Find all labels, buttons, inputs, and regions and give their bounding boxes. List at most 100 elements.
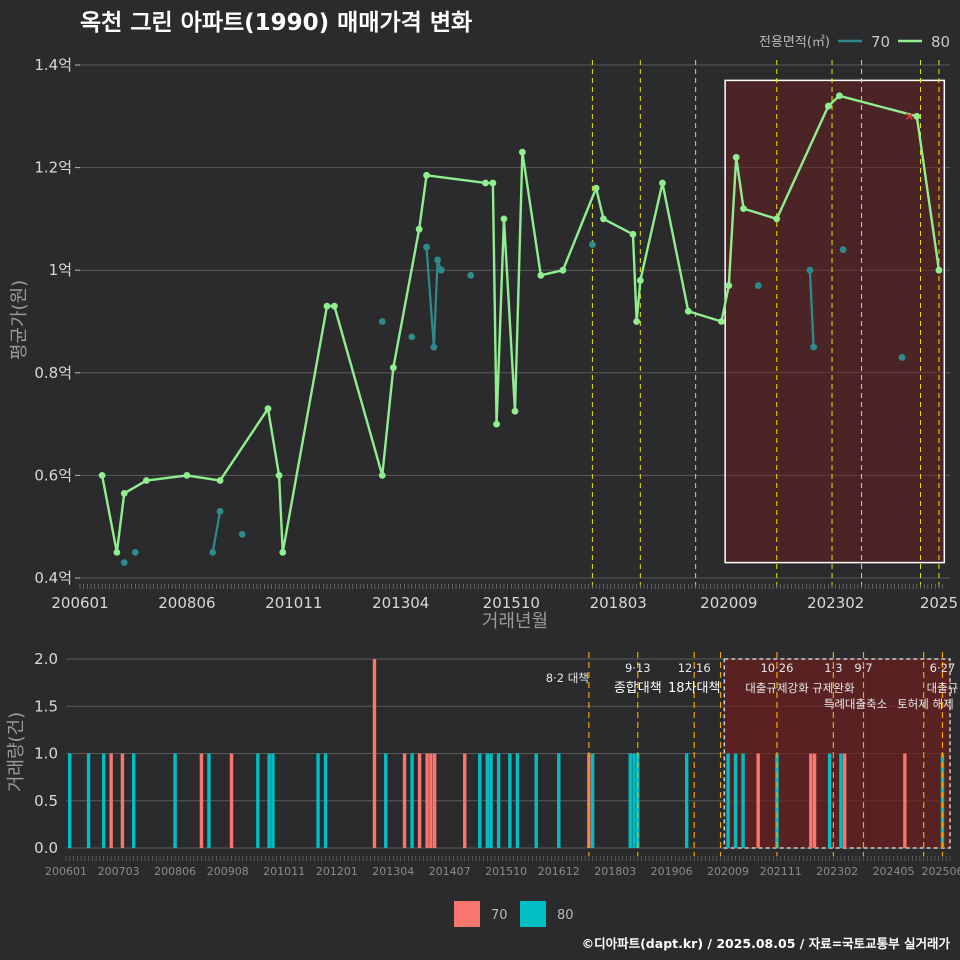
bar-70 xyxy=(425,753,429,848)
bar-70 xyxy=(812,753,817,848)
x-tick-label: 200806 xyxy=(154,865,196,878)
bar-80 xyxy=(636,753,640,848)
series-80-point xyxy=(913,112,921,120)
bar-80 xyxy=(271,753,275,848)
bar-80 xyxy=(534,753,538,848)
policy-annotation: 대출규제강화 xyxy=(745,681,809,695)
x-tick-label: 202009 xyxy=(700,594,757,612)
highlight-period-box xyxy=(723,658,951,849)
series-70-segment xyxy=(211,511,222,553)
series-80-point xyxy=(330,302,338,310)
bar-80 xyxy=(256,753,260,848)
series-80-point xyxy=(489,179,497,187)
chart-title: 옥천 그린 아파트(1990) 매매가격 변화 xyxy=(80,10,472,36)
series-80-point xyxy=(264,405,272,413)
bar-80 xyxy=(478,753,482,848)
x-tick-label: 202506 xyxy=(921,865,960,878)
series-70-segment xyxy=(432,259,439,348)
policy-annotation: 특례대출축소 xyxy=(824,697,887,711)
y-tick-label: 1.0 xyxy=(34,745,58,763)
series-70-point xyxy=(216,507,224,515)
legend-label-80: 80 xyxy=(557,908,574,923)
bar-70 xyxy=(756,753,760,848)
policy-annotation: 12·16 xyxy=(678,661,711,675)
x-tick-label: 200908 xyxy=(207,865,249,878)
series-70-point xyxy=(423,243,430,251)
y-tick-label: 1.2억 xyxy=(34,159,72,177)
bar-70 xyxy=(463,753,467,848)
y-axis-title: 평균가(원) xyxy=(9,280,30,360)
bar-80 xyxy=(508,753,512,848)
x-tick-label: 201304 xyxy=(372,594,429,612)
x-tick-label: 201011 xyxy=(263,865,305,878)
series-70-point xyxy=(408,333,416,341)
price-chart-panel: 0.4억 0.6억 0.8억 1억 1.2억 1.4억 200601 200806 201011… xyxy=(9,33,958,632)
series-80-point xyxy=(216,477,224,484)
bar-80 xyxy=(590,753,595,848)
policy-annotation: 1·3 xyxy=(824,661,842,675)
series-70-point xyxy=(806,266,814,274)
bar-80 xyxy=(489,753,493,848)
policy-annotation: 10·26 xyxy=(760,661,793,675)
series-80-point xyxy=(935,266,943,274)
bar-70 xyxy=(372,659,377,848)
volume-chart-panel: 0.0 0.5 1.0 1.5 2.0 8·2 대책 9·13 종합대책 12·16 18차대책 1… xyxy=(6,650,960,927)
x-tick-label: 200601 xyxy=(45,865,87,878)
y-tick-label: 0.0 xyxy=(34,839,58,857)
series-70-point xyxy=(131,548,139,556)
series-80-point xyxy=(423,171,430,179)
highlight-period-box xyxy=(724,79,946,564)
bar-80 xyxy=(410,753,414,848)
bar-80 xyxy=(733,753,738,848)
series-70-segment xyxy=(808,270,815,348)
x-tick-label: 201011 xyxy=(265,594,322,612)
bar-80 xyxy=(839,753,843,848)
bar-80 xyxy=(684,753,689,848)
series-80-point xyxy=(378,472,386,479)
policy-annotation: 토허제 해제 xyxy=(897,697,954,711)
bar-70 xyxy=(587,753,591,848)
series-80-point xyxy=(183,472,191,479)
series-80-point xyxy=(559,266,567,274)
series-80-point xyxy=(511,407,519,415)
legend-label-70: 70 xyxy=(491,908,508,923)
x-tick-label: 201906 xyxy=(651,865,693,878)
bar-80 xyxy=(940,753,945,848)
series-70-segment xyxy=(425,247,435,348)
series-80-point xyxy=(836,92,843,100)
y-tick-label: 0.5 xyxy=(34,792,58,810)
series-80-point xyxy=(725,282,733,289)
bar-70 xyxy=(429,753,433,848)
x-tick-label: 202405 xyxy=(873,865,915,878)
bar-80 xyxy=(741,753,745,848)
y-tick-label: 0.4억 xyxy=(34,569,72,587)
series-80-point xyxy=(659,179,666,187)
policy-annotation: 6·27 xyxy=(930,661,956,675)
y-tick-label: 1억 xyxy=(49,261,72,279)
y-tick-label: 0.6억 xyxy=(34,466,72,484)
series-80-point xyxy=(518,148,526,156)
bar-80 xyxy=(323,753,328,848)
policy-annotation: 종합대책 xyxy=(614,681,662,696)
legend-label-70: 70 xyxy=(871,33,890,51)
bar-70 xyxy=(229,753,234,848)
x-tick-label: 201201 xyxy=(316,865,358,878)
policy-annotation: 규제완화 xyxy=(812,681,855,695)
bar-70 xyxy=(109,753,113,848)
x-axis-title: 거래년월 xyxy=(482,611,548,632)
x-tick-label: 202302 xyxy=(816,865,858,878)
x-tick-label: 202111 xyxy=(760,865,802,878)
bar-70 xyxy=(432,753,437,848)
bar-80 xyxy=(68,753,72,848)
series-80-point xyxy=(113,548,121,556)
series-80-point xyxy=(592,184,600,192)
bar-70 xyxy=(903,753,907,848)
series-80-point xyxy=(500,215,508,223)
series-80-point xyxy=(98,472,106,479)
bar-80 xyxy=(515,753,520,848)
bar-70 xyxy=(120,753,125,848)
series-70-point xyxy=(238,530,246,538)
x-tick-label: 201510 xyxy=(483,594,540,612)
footer-credit: ©디아파트(dapt.kr) / 2025.08.05 / 자료=국토교통부 실… xyxy=(582,936,951,951)
series-80-point xyxy=(636,277,644,284)
